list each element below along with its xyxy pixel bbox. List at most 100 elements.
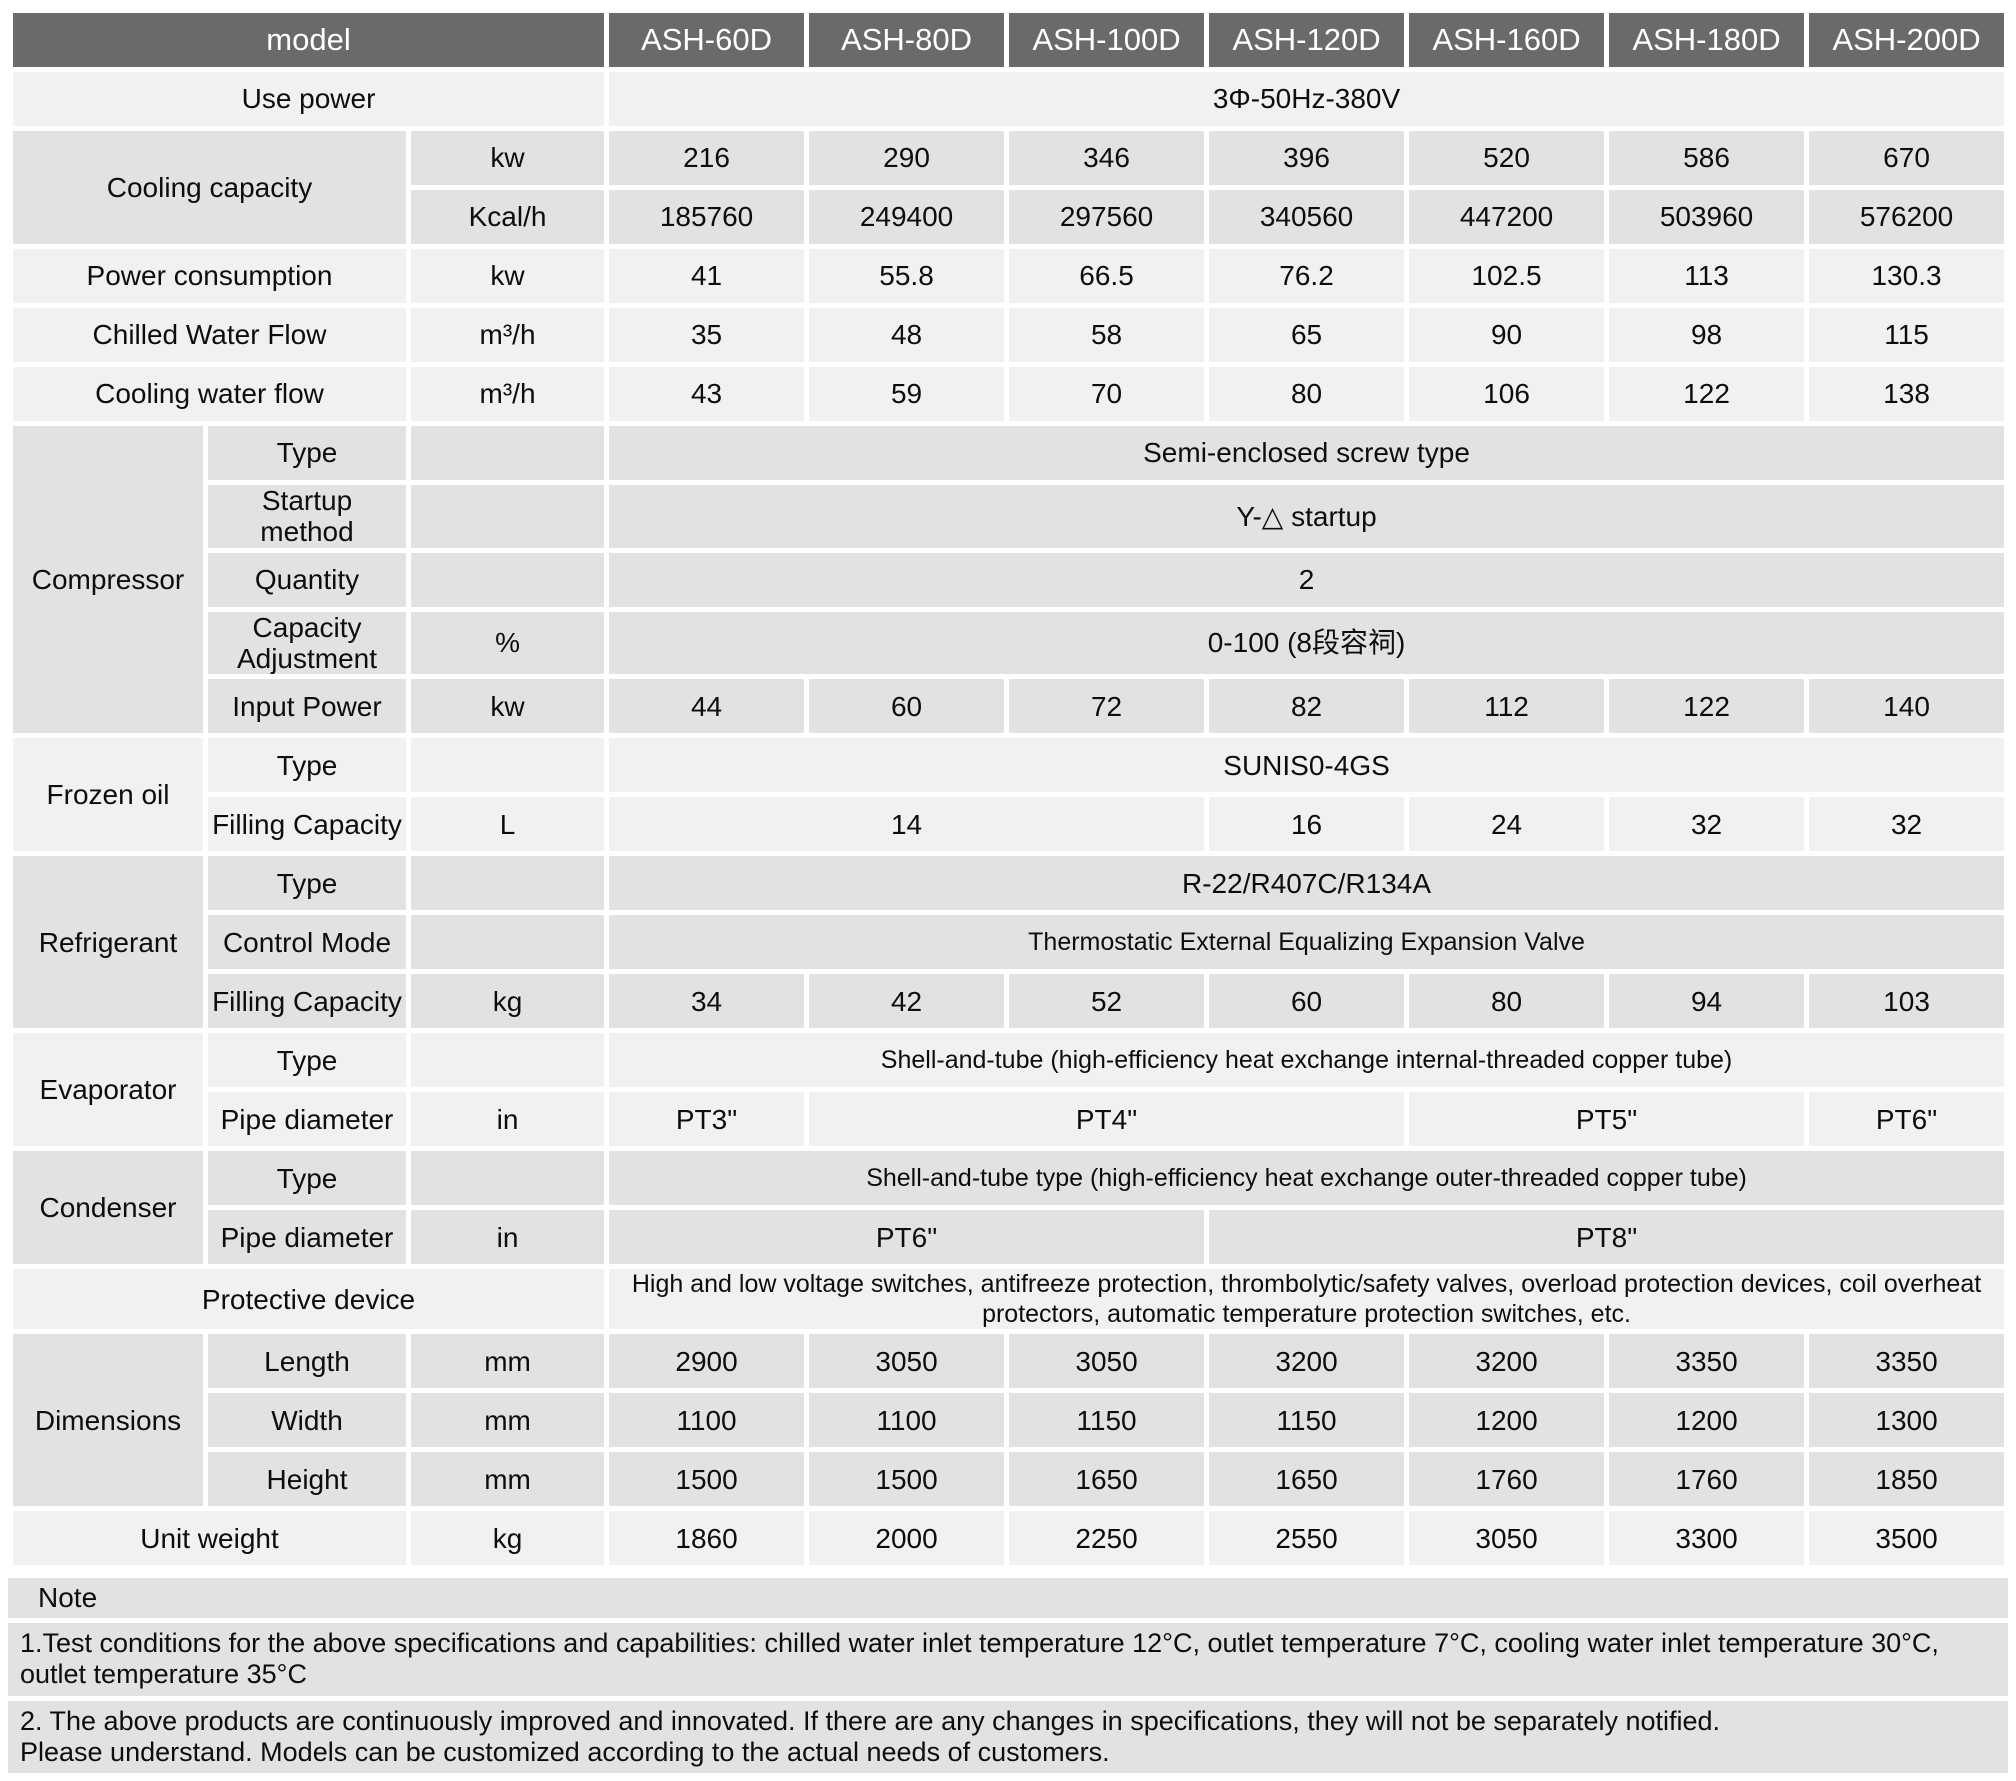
dimensions-length-row: Dimensions Length mm 2900 3050 3050 3200… [13,1334,2005,1507]
value-cell: 3050 [1409,1511,1605,1566]
row-label: Type [208,856,406,911]
value-cell: 122 [1609,367,1805,421]
row-label: Unit weight [13,1511,406,1566]
value-cell: 3350 [1809,1334,2005,1389]
unit-cell: in [411,1092,605,1147]
unit-cell [411,426,605,480]
value-cell: 2000 [809,1511,1005,1566]
cooling-water-flow-row: Cooling water flow m³/h 43 59 70 80 106 … [13,367,2005,421]
group-label: Compressor [13,426,203,734]
value-cell: 1150 [1009,1393,1205,1448]
row-label: Control Mode [208,915,406,970]
value-cell: 41 [609,249,805,303]
compressor-type-row: Compressor Type Semi-enclosed screw type [13,426,2005,734]
value-cell: 3050 [1009,1334,1205,1389]
unit-cell [411,856,605,911]
value-cell: 297560 [1009,190,1205,244]
value-cell: 59 [809,367,1005,421]
row-label: Quantity [208,552,406,607]
value-cell: 34 [609,974,805,1029]
value-cell: 1300 [1809,1393,2005,1448]
value-cell: 340560 [1209,190,1405,244]
value-cell: 24 [1409,797,1605,852]
value-cell: 1200 [1609,1393,1805,1448]
value-cell: High and low voltage switches, antifreez… [609,1269,2005,1330]
value-cell: PT5" [1409,1092,1805,1147]
unit-cell [411,1151,605,1206]
unit-cell: kg [411,1511,605,1566]
value-cell: 72 [1009,679,1205,734]
unit-cell: mm [411,1334,605,1389]
unit-cell: mm [411,1452,605,1507]
value-cell: 48 [809,308,1005,362]
group-label: Condenser [13,1151,203,1265]
value-cell: 82 [1209,679,1405,734]
group-label: Evaporator [13,1033,203,1147]
value-cell: 396 [1209,131,1405,185]
unit-cell: mm [411,1393,605,1448]
column-header: ASH-160D [1409,13,1605,67]
unit-cell: in [411,1210,605,1265]
value-cell: 3Φ-50Hz-380V [609,72,2005,126]
value-cell: 1760 [1409,1452,1605,1507]
frozen-oil-filling-row: Filling Capacity L 14 16 24 32 32 [13,797,2005,852]
value-cell: Semi-enclosed screw type [609,426,2005,480]
group-label: Dimensions [13,1334,203,1507]
value-cell: 586 [1609,131,1805,185]
note-title-bar: Note [8,1578,2008,1619]
spec-table: model ASH-60D ASH-80D ASH-100D ASH-120D … [8,8,2009,1570]
column-header: ASH-200D [1809,13,2005,67]
unit-cell: % [411,611,605,675]
model-header: model [13,13,605,67]
value-cell: 3300 [1609,1511,1805,1566]
unit-cell: kw [411,249,605,303]
column-header: ASH-180D [1609,13,1805,67]
row-label: Cooling capacity [13,131,406,244]
value-cell: 80 [1409,974,1605,1029]
row-label: Filling Capacity [208,974,406,1029]
refrigerant-filling-row: Filling Capacity kg 34 42 52 60 80 94 10… [13,974,2005,1029]
value-cell: 60 [1209,974,1405,1029]
evaporator-pipe-row: Pipe diameter in PT3" PT4" PT5" PT6" [13,1092,2005,1147]
value-cell: 112 [1409,679,1605,734]
value-cell: 3050 [809,1334,1005,1389]
value-cell: SUNIS0-4GS [609,738,2005,793]
value-cell: 80 [1209,367,1405,421]
row-label: Type [208,1033,406,1088]
use-power-row: Use power 3Φ-50Hz-380V [13,72,2005,126]
column-header: ASH-80D [809,13,1005,67]
cooling-capacity-kw-row: Cooling capacity kw 216 290 346 396 520 … [13,131,2005,244]
evaporator-type-row: Evaporator Type Shell-and-tube (high-eff… [13,1033,2005,1147]
value-cell: R-22/R407C/R134A [609,856,2005,911]
row-label: Input Power [208,679,406,734]
unit-cell: m³/h [411,367,605,421]
value-cell: 130.3 [1809,249,2005,303]
value-cell: 3200 [1209,1334,1405,1389]
row-label: Power consumption [13,249,406,303]
value-cell: 520 [1409,131,1605,185]
unit-cell [411,552,605,607]
value-cell: 103 [1809,974,2005,1029]
row-label: Filling Capacity [208,797,406,852]
row-label: Type [208,738,406,793]
value-cell: 503960 [1609,190,1805,244]
value-cell: 98 [1609,308,1805,362]
value-cell: 76.2 [1209,249,1405,303]
unit-cell: m³/h [411,308,605,362]
unit-weight-row: Unit weight kg 1860 2000 2250 2550 3050 … [13,1511,2005,1566]
value-cell: 138 [1809,367,2005,421]
value-cell: 0-100 (8段容祠) [609,611,2005,675]
value-cell: 3500 [1809,1511,2005,1566]
value-cell: 1760 [1609,1452,1805,1507]
value-cell: 447200 [1409,190,1605,244]
value-cell: 32 [1809,797,2005,852]
frozen-oil-type-row: Frozen oil Type SUNIS0-4GS [13,738,2005,852]
value-cell: 1200 [1409,1393,1605,1448]
compressor-input-power-row: Input Power kw 44 60 72 82 112 122 140 [13,679,2005,734]
note-item-2: 2. The above products are continuously i… [8,1700,2008,1773]
unit-cell [411,915,605,970]
unit-cell [411,738,605,793]
unit-cell: kw [411,131,605,185]
value-cell: 1150 [1209,1393,1405,1448]
